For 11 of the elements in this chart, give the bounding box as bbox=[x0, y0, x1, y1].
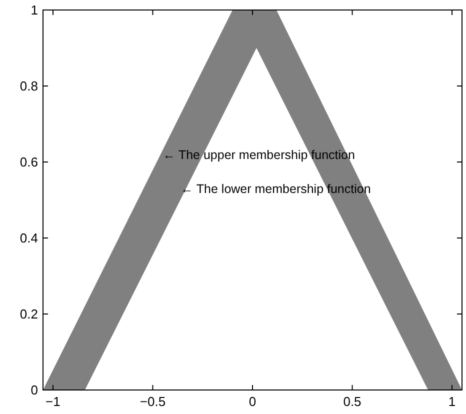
x-tick-label: 1 bbox=[448, 394, 456, 409]
y-tick-label: 0 bbox=[30, 382, 38, 398]
x-tick-label: 0 bbox=[248, 394, 256, 409]
x-tick-label: −0.5 bbox=[140, 394, 166, 409]
x-tick-label: −1 bbox=[46, 394, 60, 409]
x-tick-label: 0.5 bbox=[343, 394, 362, 409]
y-tick-label: 1 bbox=[30, 2, 38, 18]
y-tick-label: 0.4 bbox=[20, 230, 38, 246]
y-tick-label: 0.2 bbox=[20, 306, 38, 322]
y-tick-label: 0.6 bbox=[20, 154, 38, 170]
y-tick-label: 0.8 bbox=[20, 78, 38, 94]
